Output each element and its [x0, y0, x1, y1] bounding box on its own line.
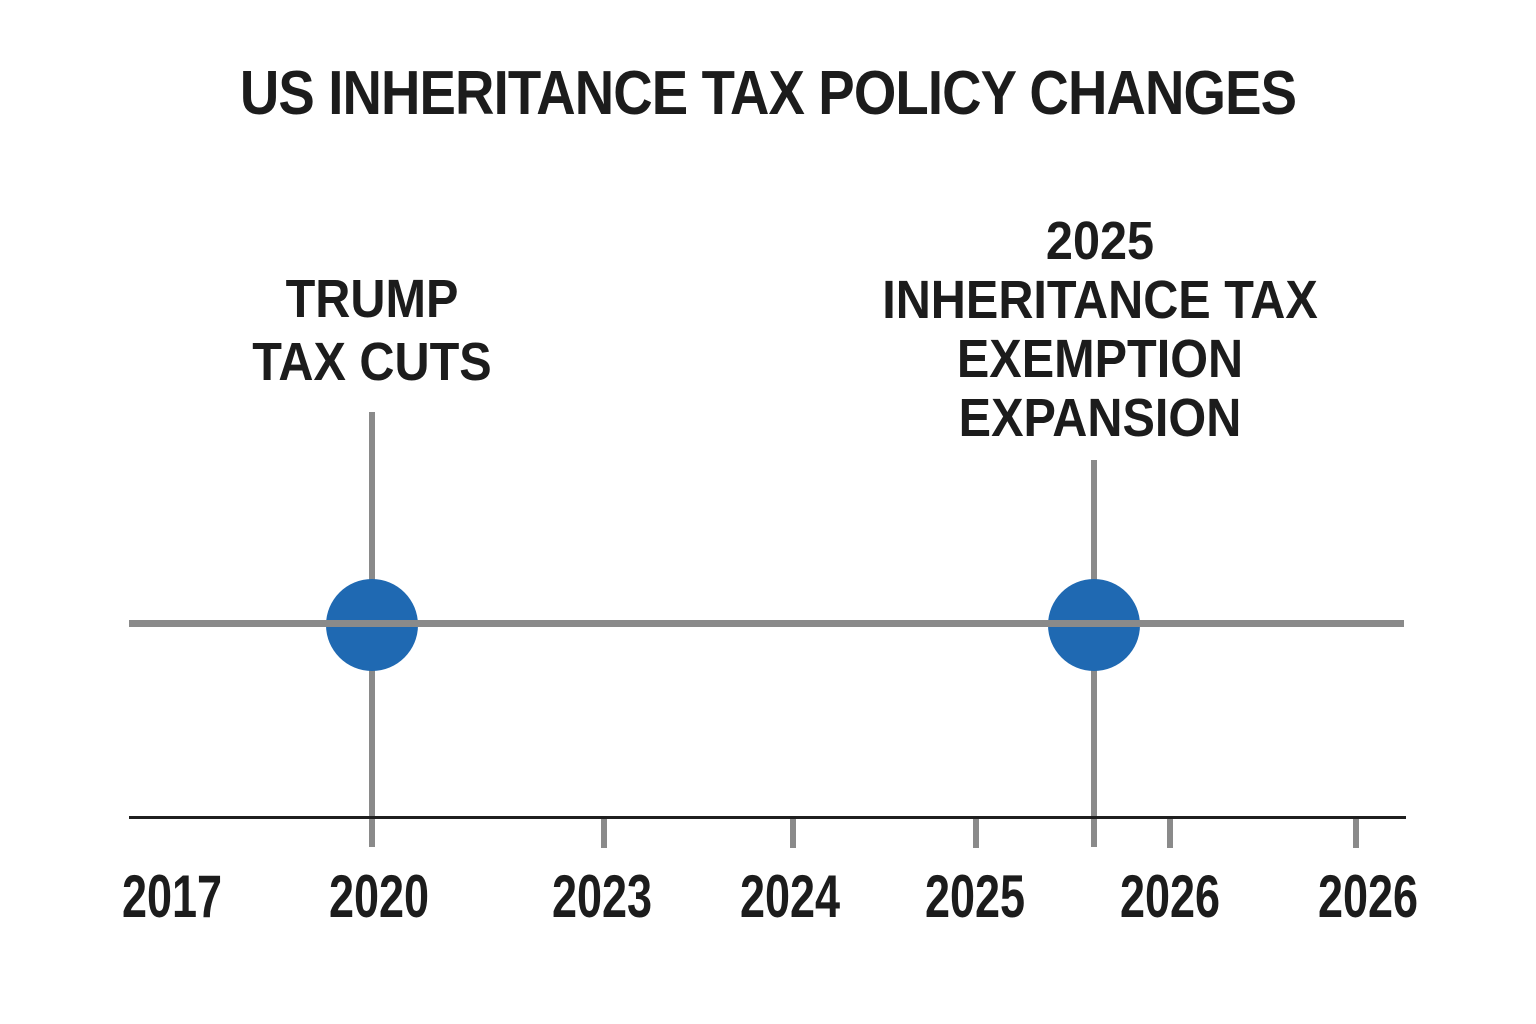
- event-label-2025-exemption-expansion: 2025 INHERITANCE TAX EXEMPTION EXPANSION: [882, 212, 1318, 448]
- x-tick-label-2026-b: 2026: [1317, 863, 1419, 930]
- x-tick-label-2026-a: 2026: [1119, 863, 1221, 930]
- event-label-line: 2025: [1045, 211, 1155, 271]
- x-tick-label-2020: 2020: [328, 863, 430, 930]
- chart-title: US INHERITANCE TAX POLICY CHANGES: [239, 59, 1297, 128]
- x-axis-tick: [601, 819, 607, 848]
- event-label-line: EXEMPTION: [956, 329, 1244, 389]
- x-tick-label-2023: 2023: [551, 863, 653, 930]
- event-label-line: INHERITANCE TAX: [882, 270, 1318, 330]
- x-axis-tick: [973, 819, 979, 848]
- event-label-line: TAX CUTS: [252, 332, 492, 392]
- x-tick-label-2024: 2024: [739, 863, 841, 930]
- x-tick-label-2017: 2017: [121, 863, 223, 930]
- x-axis-tick: [790, 819, 796, 848]
- event-label-line: EXPANSION: [958, 388, 1242, 448]
- x-tick-label-2025: 2025: [924, 863, 1026, 930]
- x-axis-line: [129, 816, 1406, 819]
- x-axis-tick: [1353, 819, 1359, 848]
- event-label-trump-tax-cuts: TRUMP TAX CUTS: [252, 268, 491, 394]
- timeline-line: [129, 620, 1404, 627]
- event-label-line: TRUMP: [285, 269, 459, 329]
- x-axis-tick: [1167, 819, 1173, 848]
